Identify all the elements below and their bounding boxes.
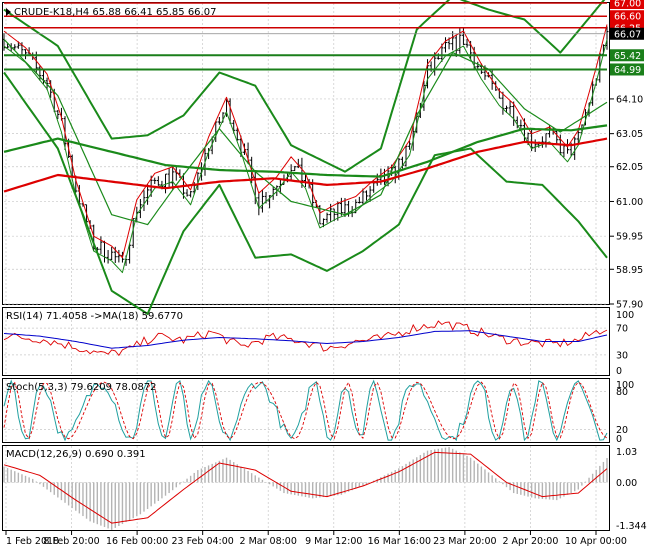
macd-y-tick-label: -1.344 [616,521,647,532]
x-tick-label: 1 Feb 2018 [6,536,59,547]
macd-header-text: MACD(12,26,9) 0.690 0.391 [6,449,146,460]
level-price-tag [610,63,644,76]
stoch-y-tick-label: 80 [616,387,628,398]
y-tick-label: 63.05 [616,129,643,140]
current-price-label: 66.07 [614,29,641,40]
stoch-main-line [3,379,608,442]
x-tick-label: 2 Mar 08:00 [240,536,297,547]
stoch-layer [3,379,608,442]
fast-ma-green-line [3,39,608,274]
x-tick-label: 10 Apr 00:00 [565,536,627,547]
x-tick-label: 8 Feb 20:00 [43,536,99,547]
macd-y-tick-label: 1.03 [616,447,637,458]
level-price-tag [610,49,644,62]
macd-y-tick-label: 0.00 [616,478,637,489]
stoch-panel-frame [2,378,610,443]
x-tick-label: 23 Feb 04:00 [172,536,234,547]
y-tick-label: 64.10 [616,94,643,105]
price-series-layer [2,0,609,315]
stoch-header-text: Stoch(5,3,3) 79.6209 78.0872 [6,382,157,393]
y-tick-label: 59.95 [616,232,643,243]
rsi-y-tick-label: 30 [616,350,628,361]
level-price-label: 66.60 [614,12,641,23]
price-header: CRUDE-K18,H4 65.88 66.41 65.85 66.07 [6,7,216,18]
x-tick-label: 9 Mar 12:00 [305,536,362,547]
rsi-layer [3,320,608,357]
level-price-label: 67.00 [614,0,641,10]
level-price-label: 65.42 [614,51,641,62]
rsi-y-tick-label: 100 [616,310,634,321]
level-price-label: 64.99 [614,65,641,76]
macd-signal-line [3,451,608,524]
current-price-tag [610,27,644,40]
y-tick-label: 62.05 [616,162,643,173]
level-price-tag [610,0,644,9]
stoch-y-tick-label: 100 [616,380,634,391]
bollinger-mid-line [3,38,608,226]
x-tick-label: 23 Mar 20:00 [433,536,496,547]
stoch-y-tick-label: 0 [616,434,622,445]
y-tick-label: 58.95 [616,265,643,276]
level-price-tag [610,10,644,23]
y-tick-label: 61.00 [616,197,643,208]
rsi-y-tick-label: 70 [616,324,628,335]
long-ma-red-line [3,137,608,193]
bollinger-upper-line [3,0,606,173]
stoch-y-tick-label: 20 [616,425,628,436]
macd-layer [3,447,608,530]
rsi-header-text: RSI(14) 71.4058 ->MA(18) 59.6770 [6,311,183,322]
x-tick-label: 2 Apr 20:00 [502,536,558,547]
price-header-text: CRUDE-K18,H4 65.88 66.41 65.85 66.07 [14,7,216,18]
bollinger-lower-line [3,71,608,315]
long-ma-green-line [3,124,608,178]
x-tick-label: 16 Mar 16:00 [368,536,431,547]
y-tick-label: 57.90 [616,300,643,311]
symbol-arrow-icon [6,8,11,16]
x-tick-label: 16 Feb 00:00 [106,536,168,547]
rsi-line [3,320,608,357]
rsi-panel-frame [2,307,610,376]
stoch-signal-line [3,381,608,440]
macd-panel-frame [2,445,610,531]
rsi-y-tick-label: 0 [616,366,622,377]
rsi-ma-line [3,330,608,349]
